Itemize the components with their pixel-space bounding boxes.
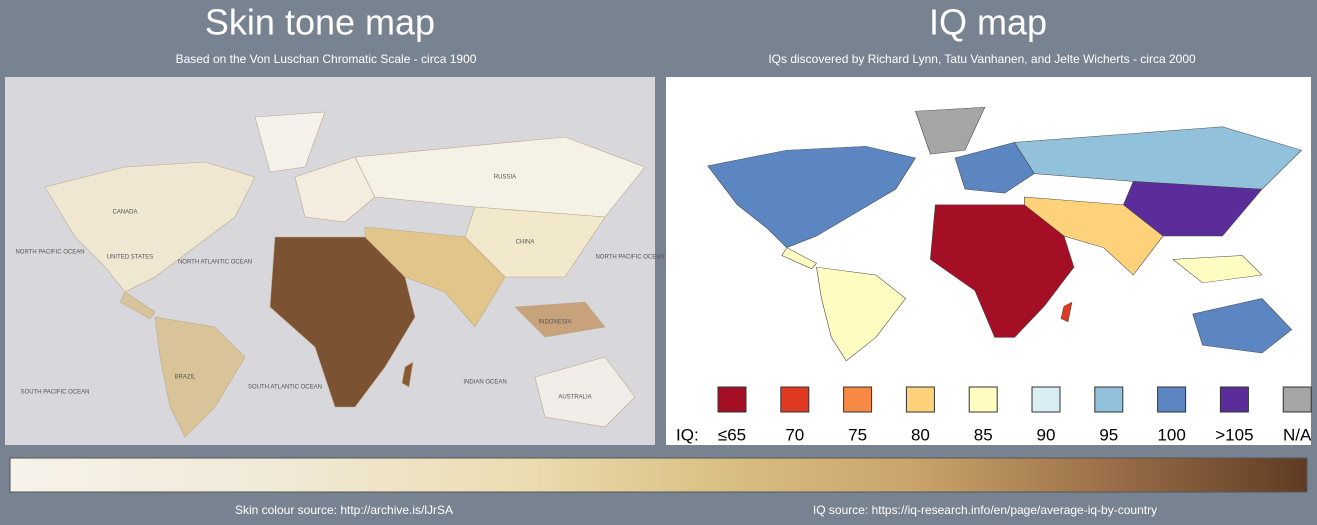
legend-label: >105 (1215, 425, 1253, 444)
legend-label: N/A (1283, 425, 1312, 444)
map-label: SOUTH PACIFIC OCEAN (21, 390, 90, 396)
map-label: UNITED STATES (107, 255, 153, 261)
legend-swatch (717, 386, 747, 413)
map-label: NORTH ATLANTIC OCEAN (178, 260, 252, 266)
left-footer: Skin colour source: http://archive.is/lJ… (235, 503, 453, 517)
land (781, 247, 817, 270)
legend-label: 100 (1157, 425, 1185, 444)
legend-swatch (1094, 386, 1124, 413)
land (44, 161, 256, 293)
skin-tone-strip (9, 457, 1308, 493)
map-label: CHINA (516, 240, 535, 246)
land (534, 356, 636, 428)
legend-swatch (1282, 386, 1312, 413)
legend-swatch (905, 386, 935, 413)
map-label: CANADA (112, 210, 137, 216)
land (154, 316, 246, 438)
land (1123, 181, 1263, 237)
legend-swatch (968, 386, 998, 413)
map-label: RUSSIA (494, 175, 516, 181)
legend-label: 75 (848, 425, 867, 444)
iq-map (707, 107, 1303, 362)
land (1172, 255, 1263, 284)
map-label: AUSTRALIA (558, 395, 591, 401)
legend-label: 90 (1037, 425, 1056, 444)
legend-label: 85 (974, 425, 993, 444)
legend-label: 80 (911, 425, 930, 444)
land (294, 156, 376, 223)
land (707, 146, 916, 248)
skin-map: CANADA UNITED STATES NORTH PACIFIC OCEAN NO… (15, 111, 665, 438)
legend-swatch (1031, 386, 1061, 413)
map-label: NORTH PACIFIC OCEAN (595, 255, 664, 261)
map-label: NORTH PACIFIC OCEAN (15, 250, 84, 256)
legend-label: 70 (785, 425, 804, 444)
land (816, 266, 906, 362)
legend-label: 95 (1099, 425, 1118, 444)
land (954, 142, 1035, 194)
legend-swatch (780, 386, 810, 413)
land (119, 291, 156, 320)
left-subtitle: Based on the Von Luschan Chromatic Scale… (176, 52, 477, 66)
land (254, 111, 326, 173)
map-label: SOUTH ATLANTIC OCEAN (248, 385, 322, 391)
land (1192, 298, 1293, 354)
map-label: BRAZIL (174, 375, 196, 381)
land (915, 107, 986, 155)
right-subtitle: IQs discovered by Richard Lynn, Tatu Van… (768, 52, 1196, 66)
legend-swatch (843, 386, 873, 413)
land (401, 361, 414, 388)
legend-prefix: IQ: (676, 425, 699, 444)
right-title: IQ map (929, 2, 1047, 43)
iq-legend: IQ: ≤65 70 75 80 85 90 95 100 >105 N/A (676, 386, 1312, 444)
map-label: INDONESIA (538, 320, 571, 326)
land (514, 301, 606, 338)
land (1060, 301, 1073, 323)
legend-swatch (1157, 386, 1187, 413)
land (464, 206, 606, 278)
land (930, 204, 1075, 338)
right-footer: IQ source: https://iq-research.info/en/p… (813, 503, 1157, 517)
legend-swatch (1219, 386, 1249, 413)
map-label: INDIAN OCEAN (463, 380, 506, 386)
land (269, 236, 416, 408)
legend-label: ≤65 (718, 425, 746, 444)
left-title: Skin tone map (205, 2, 435, 43)
